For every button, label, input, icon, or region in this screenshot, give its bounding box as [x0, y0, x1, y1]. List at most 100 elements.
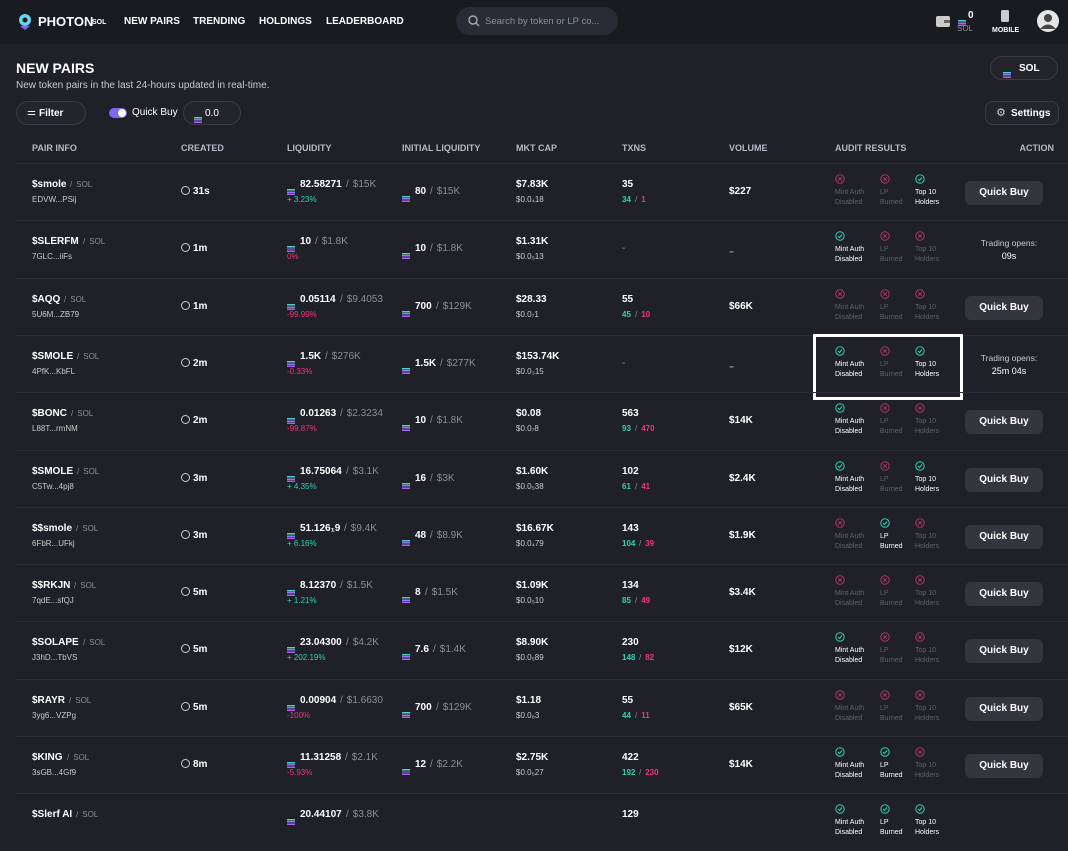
table-row[interactable]: $Slerf AISOL 20.44107$3.8K 129 Mint Auth Dis… — [16, 793, 1068, 851]
txn-count: 422 — [622, 752, 639, 763]
liquidity-change: -5.93% — [287, 768, 313, 777]
avatar[interactable] — [1037, 10, 1059, 32]
column-header: PAIR INFO — [32, 143, 77, 153]
liquidity-usd: $3.1K — [342, 466, 379, 477]
quick-buy-toggle[interactable] — [109, 108, 127, 118]
market-cap: $1.18 — [516, 694, 542, 706]
clock-icon — [181, 300, 190, 310]
top-bar: PHOTON SOL NEW PAIRS TRENDING HOLDINGS L… — [0, 0, 1068, 44]
table-row[interactable]: $SLERFMSOL7GLC...iiFs1m10$1.8K0%10$1.8K$… — [16, 220, 1068, 278]
token-address[interactable]: 4PfK...KbFL — [32, 366, 76, 376]
wallet-icon[interactable] — [935, 14, 951, 28]
liquidity-usd: $1.8K — [311, 236, 348, 247]
quick-buy-button[interactable]: Quick Buy — [965, 639, 1043, 664]
nav-link[interactable]: LEADERBOARD — [326, 16, 404, 27]
audit-label-line: Mint Auth — [835, 475, 865, 483]
search-box[interactable]: Search by token or LP co... — [456, 7, 618, 35]
quick-buy-button[interactable]: Quick Buy — [965, 582, 1043, 607]
audit-label-line: Burned — [880, 313, 903, 321]
token-price: $0.0₅13 — [516, 252, 544, 262]
audit-label-line: LP — [880, 189, 889, 196]
audit-label: Mint Auth Disabled — [835, 646, 864, 666]
audit-label: LP Burned — [880, 188, 903, 208]
clock-icon — [181, 644, 190, 654]
sol-icon — [402, 418, 415, 436]
token-address[interactable]: 3yg6...VZPg — [32, 710, 77, 720]
sol-icon — [958, 13, 966, 26]
audit-label: LP Burned — [880, 417, 903, 437]
txn-count: 134 — [622, 580, 639, 592]
token-address[interactable]: 7qdE...sfQJ — [32, 596, 74, 606]
audit-label-line: LP — [880, 762, 889, 769]
liquidity-usd: $1.5K — [336, 580, 373, 591]
pass-icon — [835, 231, 845, 241]
volume: $14K — [729, 759, 753, 770]
quick-buy-button[interactable]: Quick Buy — [965, 467, 1043, 492]
audit-label: Top 10 Holders — [915, 475, 939, 495]
sol-icon — [287, 583, 300, 601]
token-address[interactable]: EDVW...PSij — [32, 195, 77, 204]
mobile-link[interactable]: MOBILE — [992, 27, 1020, 34]
nav-link[interactable]: NEW PAIRS — [124, 16, 180, 27]
table-row[interactable]: $SOLAPESOLJ3hD...TbVS 5m 23.04300$4.2K + 20… — [16, 621, 1068, 679]
column-header: INITIAL LIQUIDITY — [402, 143, 481, 153]
volume: $1.9K — [729, 529, 756, 541]
quick-buy-button[interactable]: Quick Buy — [965, 524, 1043, 549]
filter-button[interactable]: ⚌ Filter — [16, 101, 86, 125]
logo[interactable]: PHOTON — [38, 14, 94, 29]
sol-icon — [402, 476, 415, 494]
market-cap: $1.60K — [516, 465, 549, 477]
audit-label: LP Burned — [880, 589, 903, 609]
audit-label-line: Holders — [915, 199, 940, 206]
audit-label-line: Disabled — [835, 370, 863, 378]
mobile-icon — [1001, 10, 1009, 22]
token-chain: SOL — [66, 180, 92, 189]
token-address[interactable]: 5U6M...ZB79 — [32, 309, 80, 319]
audit-label-line: Disabled — [835, 199, 863, 206]
table-row[interactable]: $BONCSOL L88T...rmNM 2m 0.01263$2.3234 -99.8… — [16, 392, 1068, 450]
quick-buy-button[interactable]: Quick Buy — [965, 696, 1043, 721]
sell-count: 230 — [635, 768, 658, 777]
liquidity: 16.75064 — [300, 465, 342, 477]
token-address[interactable]: 6FbR...UFkj — [32, 538, 75, 548]
token-address[interactable]: 7GLC...iiFs — [32, 252, 73, 262]
token-address[interactable]: L88T...rmNM — [32, 424, 78, 434]
token-address[interactable]: J3hD...TbVS — [32, 653, 78, 663]
table-row[interactable]: $RAYRSOL 3yg6...VZPg 5m 0.00904$1.6630 -100%… — [16, 678, 1068, 737]
table-row[interactable]: $KINGSOL 3sGB...4Gf9 8m 11.31258$2.1K -5.93%… — [16, 736, 1068, 794]
chain-select[interactable]: SOL — [990, 56, 1058, 80]
pass-icon — [835, 346, 845, 356]
token-address[interactable]: C5Tw...4pj8 — [32, 481, 74, 491]
table-row[interactable]: $SMOLESOL4PfK...KbFL2m1.5K$276K-0.33%1.5… — [16, 334, 1068, 400]
pass-icon — [880, 518, 890, 528]
quick-buy-button[interactable]: Quick Buy — [965, 295, 1043, 320]
sol-icon — [287, 640, 300, 658]
buy-count: 34 — [622, 195, 631, 204]
token-chain: SOL — [65, 696, 91, 705]
table-row[interactable]: $$smoleSOL 6FbR...UFkj 3m 51.126₁9$9.4K + 6.… — [16, 506, 1068, 565]
settings-button[interactable]: ⚙ Settings — [985, 101, 1059, 125]
nav-link[interactable]: HOLDINGS — [259, 16, 312, 27]
table-row[interactable]: $AQQSOL 5U6M...ZB79 1m 0.05114$9.4053 -99.99… — [16, 277, 1068, 336]
highlight-box — [813, 334, 963, 400]
audit-label: Top 10 Holders — [915, 188, 939, 208]
quick-buy-button[interactable]: Quick Buy — [965, 754, 1043, 778]
quick-buy-amount[interactable]: 0.0 — [183, 101, 241, 125]
quick-buy-button[interactable]: Quick Buy — [965, 410, 1043, 435]
fail-icon — [880, 632, 890, 643]
initial-liquidity: 700 — [415, 300, 432, 312]
audit-label-line: Burned — [880, 542, 903, 550]
table-row[interactable]: $SMOLESOL C5Tw...4pj8 3m 16.75064$3.1K + 4.3… — [16, 449, 1068, 508]
column-header[interactable]: CREATED — [181, 143, 224, 153]
nav-link[interactable]: TRENDING — [193, 16, 246, 27]
token-address[interactable]: 3sGB...4Gf9 — [32, 768, 77, 777]
audit-label: Top 10 Holders — [915, 532, 939, 552]
volume: - — [729, 243, 735, 261]
audit-label-line: Disabled — [835, 772, 863, 779]
audit-label: Mint Auth Disabled — [835, 589, 864, 609]
fail-icon — [880, 403, 890, 413]
quick-buy-button[interactable]: Quick Buy — [965, 181, 1043, 205]
audit-label: Mint Auth Disabled — [835, 818, 864, 838]
